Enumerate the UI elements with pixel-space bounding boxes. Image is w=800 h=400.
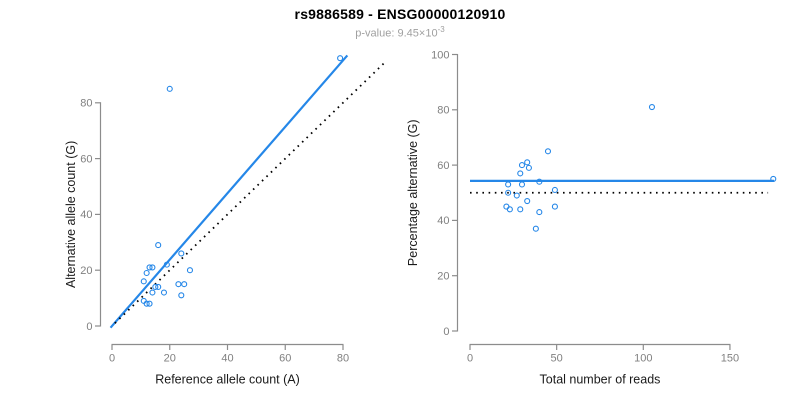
y-tick-label: 0 — [86, 321, 92, 333]
y-tick-label: 20 — [437, 271, 449, 283]
pvalue-exponent: -3 — [437, 25, 445, 34]
x-tick-label: 80 — [337, 353, 349, 365]
x-tick-label: 40 — [221, 353, 233, 365]
data-point — [175, 281, 182, 288]
data-point — [186, 267, 194, 274]
y-tick-label: 40 — [80, 209, 92, 221]
data-point — [532, 225, 539, 232]
data-point — [143, 300, 150, 307]
x-tick-label: 0 — [109, 353, 115, 365]
data-point — [146, 300, 153, 307]
data-point — [518, 162, 526, 169]
data-point — [517, 206, 524, 213]
data-point — [337, 55, 344, 62]
data-point — [166, 85, 173, 92]
x-tick-label: 100 — [634, 353, 652, 365]
data-point — [648, 103, 656, 111]
data-point — [178, 250, 185, 257]
x-tick-label: 20 — [164, 353, 176, 365]
data-point — [181, 281, 188, 288]
y-tick-label: 60 — [80, 153, 92, 165]
percentage-vs-reads-scatter: 0 50 100 150 0 20 40 60 80 100 Total number of rea… — [406, 49, 777, 387]
data-point — [506, 206, 513, 213]
data-point — [152, 283, 159, 290]
data-point — [770, 175, 777, 182]
y-tick-label: 40 — [437, 215, 449, 227]
data-point — [551, 186, 558, 194]
data-point — [536, 209, 543, 216]
x-tick-label: 60 — [279, 353, 291, 365]
data-point — [517, 170, 524, 177]
y-tick-label: 80 — [437, 105, 449, 117]
data-point — [160, 289, 168, 296]
identity-line — [114, 60, 387, 324]
data-point — [524, 159, 531, 166]
data-point — [155, 283, 162, 290]
y-tick-label: 80 — [80, 98, 92, 110]
pvalue-mantissa: 9.45 — [397, 27, 419, 40]
x-axis-title: Reference allele count (A) — [155, 373, 300, 387]
y-axis-title: Alternative allele count (G) — [64, 141, 78, 288]
pvalue-base: ×10 — [418, 27, 438, 40]
figure-title: rs9886589 - ENSG00000120910 — [294, 6, 506, 22]
allele-counts-scatter: 0 20 40 60 80 0 20 40 60 80 Reference allele count… — [64, 54, 387, 387]
data-point — [155, 242, 162, 249]
y-axis-title: Percentage alternative (G) — [406, 119, 420, 266]
x-axis-title: Total number of reads — [540, 373, 661, 387]
pvalue-prefix: p-value: — [355, 27, 398, 40]
y-tick-label: 100 — [431, 49, 449, 61]
x-tick-label: 50 — [551, 353, 563, 365]
data-point — [143, 269, 150, 277]
data-point — [149, 264, 156, 271]
y-tick-label: 60 — [437, 160, 449, 172]
data-point — [536, 178, 543, 185]
y-tick-label: 20 — [80, 265, 92, 277]
data-point — [505, 189, 512, 196]
data-point — [149, 289, 156, 296]
x-tick-label: 150 — [721, 353, 739, 365]
y-tick-label: 0 — [443, 326, 449, 338]
data-point — [146, 264, 153, 271]
data-point — [513, 192, 520, 199]
x-tick-label: 0 — [467, 353, 473, 365]
data-point — [140, 278, 147, 285]
data-point — [544, 148, 552, 155]
fit-line — [109, 54, 349, 329]
data-point — [551, 203, 558, 210]
data-point — [524, 197, 531, 205]
data-point — [518, 181, 526, 188]
data-point — [505, 181, 512, 188]
data-point — [525, 164, 532, 171]
data-point — [178, 292, 185, 299]
data-point — [163, 261, 170, 268]
pvalue-subtitle: p-value: 9.45×10-3 — [0, 25, 800, 40]
